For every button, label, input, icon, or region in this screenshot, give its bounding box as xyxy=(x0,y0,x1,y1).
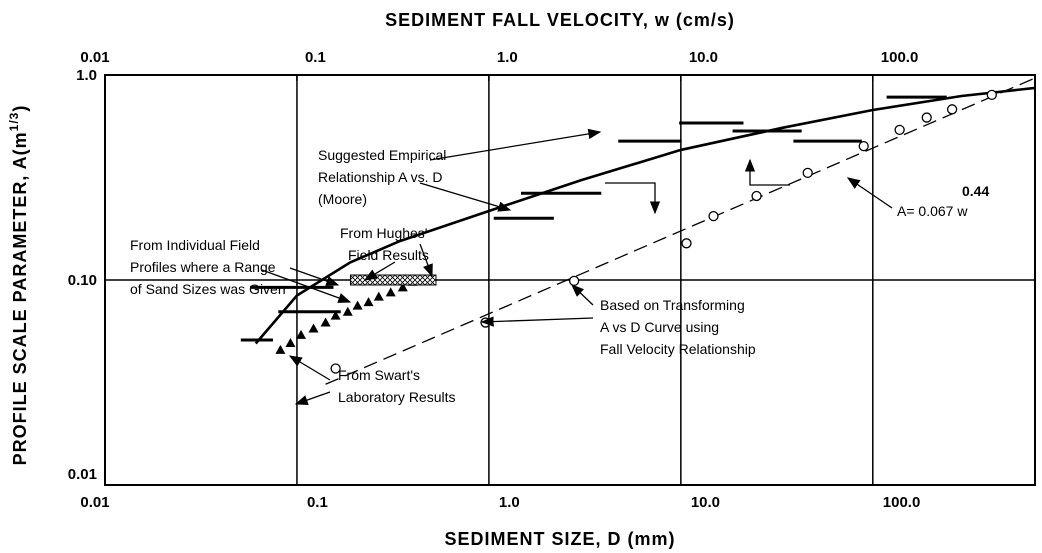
circle-point xyxy=(802,167,813,179)
triangle-point xyxy=(275,344,286,354)
y-axis-label-part: PROFILE SCALE PARAMETER, A(m xyxy=(10,131,30,465)
annotation: Relationship A vs. D xyxy=(318,169,443,185)
arrow xyxy=(846,177,893,209)
annotation: Fall Velocity Relationship xyxy=(600,341,756,357)
circle-point xyxy=(568,275,580,287)
circle-point xyxy=(894,124,905,136)
annotation: Based on Transforming xyxy=(600,297,745,313)
circle-point xyxy=(681,238,692,249)
y-tick-label: 1.0 xyxy=(76,67,97,84)
triangle-point xyxy=(373,291,384,301)
arrow xyxy=(419,243,433,278)
triangle-point xyxy=(342,306,353,316)
curve xyxy=(254,86,1036,345)
annotation: From Hughes' xyxy=(340,225,427,241)
triangle-point xyxy=(308,323,319,333)
triangle-point xyxy=(285,337,296,347)
x2-tick-label: 1.0 xyxy=(497,49,518,66)
x2-axis-label: SEDIMENT FALL VELOCITY, w (cm/s) xyxy=(385,10,735,30)
arrow xyxy=(261,269,352,303)
y-axis-label-part: ) xyxy=(10,105,30,112)
dashed-line xyxy=(325,77,1036,385)
annotation: Suggested Empirical xyxy=(318,147,446,163)
annotation-arrows xyxy=(261,128,893,406)
arrow xyxy=(289,267,340,286)
annotation: (Moore) xyxy=(318,191,367,207)
y-tick-label: 0.01 xyxy=(68,466,97,483)
circle-point xyxy=(946,104,958,115)
x2-tick-label: 10.0 xyxy=(689,49,718,66)
annotation: From Swart's xyxy=(338,367,420,383)
annotation: Field Results xyxy=(348,247,429,263)
circle-point xyxy=(330,363,341,374)
formula-exponent: 0.44 xyxy=(962,183,989,199)
y-axis-label: PROFILE SCALE PARAMETER, A(m1/3) xyxy=(7,105,30,466)
annotation: A vs D Curve using xyxy=(600,319,719,335)
arrow xyxy=(294,391,331,406)
circle-point xyxy=(708,210,719,222)
triangle-point xyxy=(296,329,307,339)
x-tick-label: 100.0 xyxy=(883,494,921,511)
x-tick-label: 0.1 xyxy=(307,494,328,511)
x-tick-label: 1.0 xyxy=(499,494,520,511)
y-tick-label: 0.10 xyxy=(68,272,97,289)
triangle-point xyxy=(330,310,341,320)
triangle-point xyxy=(397,282,408,292)
circle-point xyxy=(751,190,762,202)
triangle-point xyxy=(363,297,374,307)
x2-tick-label: 0.1 xyxy=(305,49,326,66)
y-axis-label-part: 1/3 xyxy=(7,112,21,132)
arrow xyxy=(429,128,602,161)
x-axis-label: SEDIMENT SIZE, D (mm) xyxy=(444,529,675,549)
arrow xyxy=(419,182,512,212)
plot-frame xyxy=(104,74,1036,486)
formula: A= 0.067 w xyxy=(897,203,968,219)
texts: 0.01 0.1 1.0 10.0 100.0 0.01 0.1 1.0 10.0 100.0 0.… xyxy=(7,10,989,549)
marks xyxy=(240,77,1036,385)
x-tick-label: 10.0 xyxy=(691,494,720,511)
circle-point xyxy=(921,112,932,123)
triangle-point xyxy=(320,317,331,327)
annotation: From Individual Field xyxy=(130,237,260,253)
triangle-point xyxy=(385,287,396,297)
x2-tick-label: 0.01 xyxy=(80,49,109,66)
arrow xyxy=(480,316,594,327)
arrow xyxy=(288,355,331,381)
x2-tick-label: 100.0 xyxy=(881,49,919,66)
hatched-range xyxy=(349,274,437,286)
circle-point xyxy=(858,140,869,152)
annotation: of Sand Sizes was Given xyxy=(130,281,286,297)
arrow xyxy=(605,182,661,215)
arrow xyxy=(744,158,790,186)
circle-point xyxy=(986,89,997,101)
x-tick-label: 0.01 xyxy=(80,494,109,511)
arrow xyxy=(571,284,594,306)
annotation: Laboratory Results xyxy=(338,389,456,405)
arrow xyxy=(363,261,396,281)
annotation: Profiles where a Range xyxy=(130,259,276,275)
triangle-point xyxy=(352,300,363,310)
